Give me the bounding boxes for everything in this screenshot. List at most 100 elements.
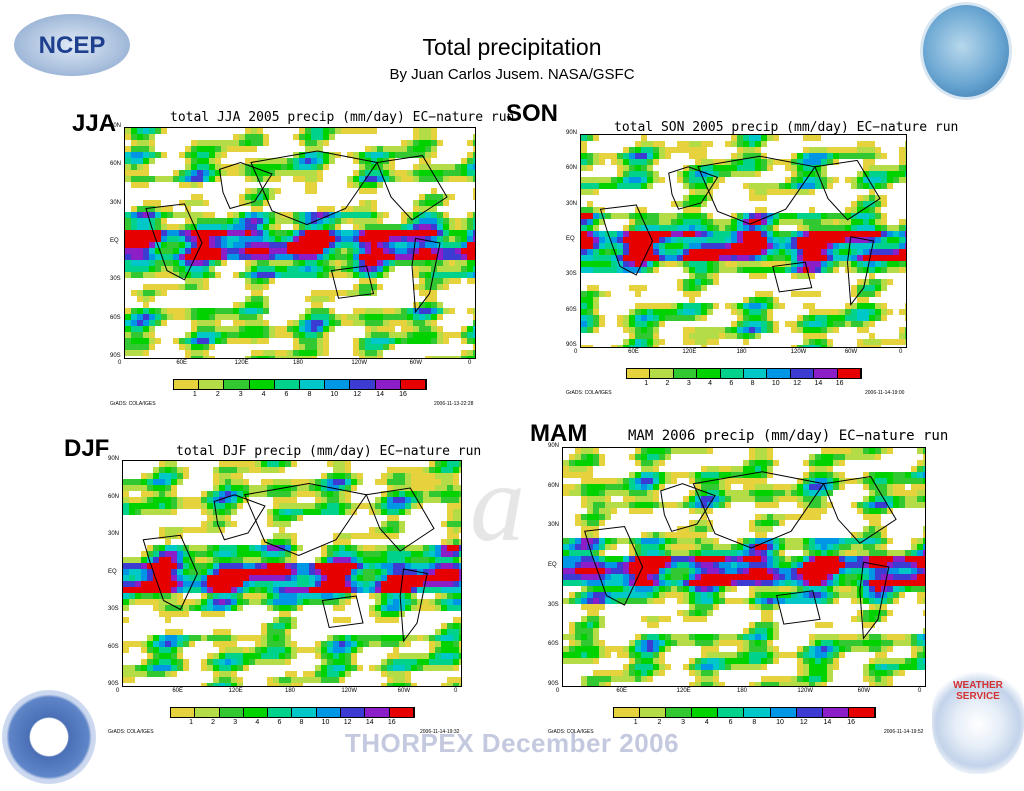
continent-outline <box>243 482 368 557</box>
colorbar-swatch <box>219 708 244 717</box>
lat-tick-label: 60S <box>110 314 121 321</box>
colorbar-swatch <box>640 708 667 717</box>
lon-tick-label: 180 <box>285 688 296 694</box>
colorbar-swatch <box>718 708 745 717</box>
colorbar-swatch <box>195 708 220 717</box>
colorbar-label: 2 <box>211 719 216 726</box>
lat-tick-label: 30N <box>108 531 120 537</box>
season-label-son: SON <box>506 100 559 127</box>
colorbar-label: 12 <box>793 380 801 387</box>
colorbar-swatch <box>767 369 791 378</box>
colorbar-swatch <box>744 708 771 717</box>
colorbar-label: 2 <box>657 719 662 726</box>
colorbar-label: 8 <box>299 719 304 726</box>
colorbar-label: 16 <box>387 719 396 726</box>
grads-credit: GrADS: COLA/IGES <box>566 390 612 396</box>
continent-outline <box>692 471 825 549</box>
colorbar-label: 8 <box>307 391 312 398</box>
footer-text: THORPEX December 2006 <box>344 728 680 758</box>
lon-tick-label: 60E <box>616 688 628 694</box>
slide-subtitle: By Juan Carlos Jusem. NASA/GSFC <box>389 66 635 83</box>
colorbar-label: 8 <box>752 719 757 726</box>
colorbar-label: 3 <box>686 380 691 387</box>
continent-outline <box>330 265 375 299</box>
continent-outline <box>822 476 897 544</box>
lon-tick-label: 60W <box>857 688 870 694</box>
colorbar <box>170 707 415 718</box>
lon-tick-label: 0 <box>899 349 903 355</box>
lon-tick-label: 60E <box>172 688 184 694</box>
colorbar-swatch <box>316 708 342 717</box>
colorbar-label: 4 <box>704 719 709 726</box>
lat-tick-label: 60S <box>108 643 119 650</box>
plot-title: MAM 2006 precip (mm/day) EC−nature run <box>628 428 949 444</box>
lon-tick-label: 60E <box>176 360 188 366</box>
colorbar-label: 4 <box>708 380 712 387</box>
noaa-logo-text: NOAA <box>35 730 63 740</box>
lon-tick-label: 120W <box>341 688 358 694</box>
colorbar-swatch <box>697 369 721 378</box>
lat-tick-label: 30S <box>110 276 121 283</box>
colorbar-label: 16 <box>847 719 856 726</box>
continent-outline <box>145 203 203 281</box>
colorbar-swatch <box>325 380 351 389</box>
colorbar-swatch <box>292 708 317 717</box>
colorbar-label: 14 <box>823 719 832 726</box>
colorbar-swatch <box>814 369 838 378</box>
colorbar-swatch <box>614 708 641 717</box>
continent-outline <box>660 483 716 532</box>
season-label-mam: MAM <box>530 420 588 447</box>
ncep-logo: NCEP <box>14 14 130 76</box>
lon-tick-label: 60W <box>409 360 422 366</box>
colorbar-swatch <box>274 380 301 389</box>
plot-timestamp: 2006-11-14-19:00 <box>865 390 905 396</box>
lat-tick-label: 90S <box>110 353 121 359</box>
colorbar-label: 14 <box>376 391 384 398</box>
lat-tick-label: 30S <box>108 606 119 612</box>
precip-field <box>123 461 461 686</box>
plot-timestamp: 2006-11-14-19:52 <box>884 729 924 735</box>
lat-tick-label: 30S <box>566 271 577 278</box>
lat-tick-label: 30N <box>110 199 122 206</box>
lon-tick-label: 180 <box>737 688 748 694</box>
lat-tick-label: 30N <box>566 200 578 207</box>
slide-title: Total precipitation <box>422 34 602 60</box>
colorbar-swatch <box>692 708 719 717</box>
colorbar-swatch <box>666 708 693 717</box>
lon-tick-label: 0 <box>556 688 560 694</box>
lon-tick-label: 0 <box>118 360 122 366</box>
continent-outline <box>321 595 364 629</box>
lat-tick-label: 60N <box>566 165 578 172</box>
colorbar-swatch <box>174 380 200 389</box>
colorbar-label: 4 <box>261 391 266 398</box>
lon-tick-label: 0 <box>116 688 120 694</box>
lon-tick-label: 120E <box>676 688 691 694</box>
plot-title: total SON 2005 precip (mm/day) EC−nature… <box>614 120 959 135</box>
continent-outline <box>376 155 448 221</box>
colorbar <box>626 368 862 379</box>
map-area <box>122 460 462 687</box>
precip-field <box>581 135 906 347</box>
lon-tick-label: 60W <box>397 688 410 694</box>
season-label-djf: DJF <box>64 435 110 462</box>
colorbar-swatch <box>848 708 875 717</box>
lon-tick-label: 60E <box>628 349 639 355</box>
continent-outline <box>697 155 816 225</box>
lat-tick-label: EQ <box>566 236 575 242</box>
map-area <box>580 134 907 348</box>
lat-tick-label: 30N <box>548 522 560 529</box>
precip-field <box>125 128 475 358</box>
continent-outline <box>584 525 644 606</box>
colorbar-swatch <box>375 380 401 389</box>
plot-title: total JJA 2005 precip (mm/day) EC−nature… <box>170 110 515 125</box>
colorbar-label: 8 <box>750 380 755 387</box>
grads-credit: GrADS: COLA/IGES <box>108 729 154 735</box>
lat-tick-label: 60N <box>548 482 560 489</box>
plot-timestamp: 2006-11-14-19:32 <box>420 729 460 735</box>
lat-tick-label: 90S <box>108 681 119 687</box>
lat-tick-label: 60N <box>108 493 120 500</box>
lon-tick-label: 120E <box>228 688 243 694</box>
colorbar-label: 16 <box>835 380 844 387</box>
background-watermark: a <box>470 442 525 564</box>
lat-tick-label: 90N <box>548 443 560 449</box>
